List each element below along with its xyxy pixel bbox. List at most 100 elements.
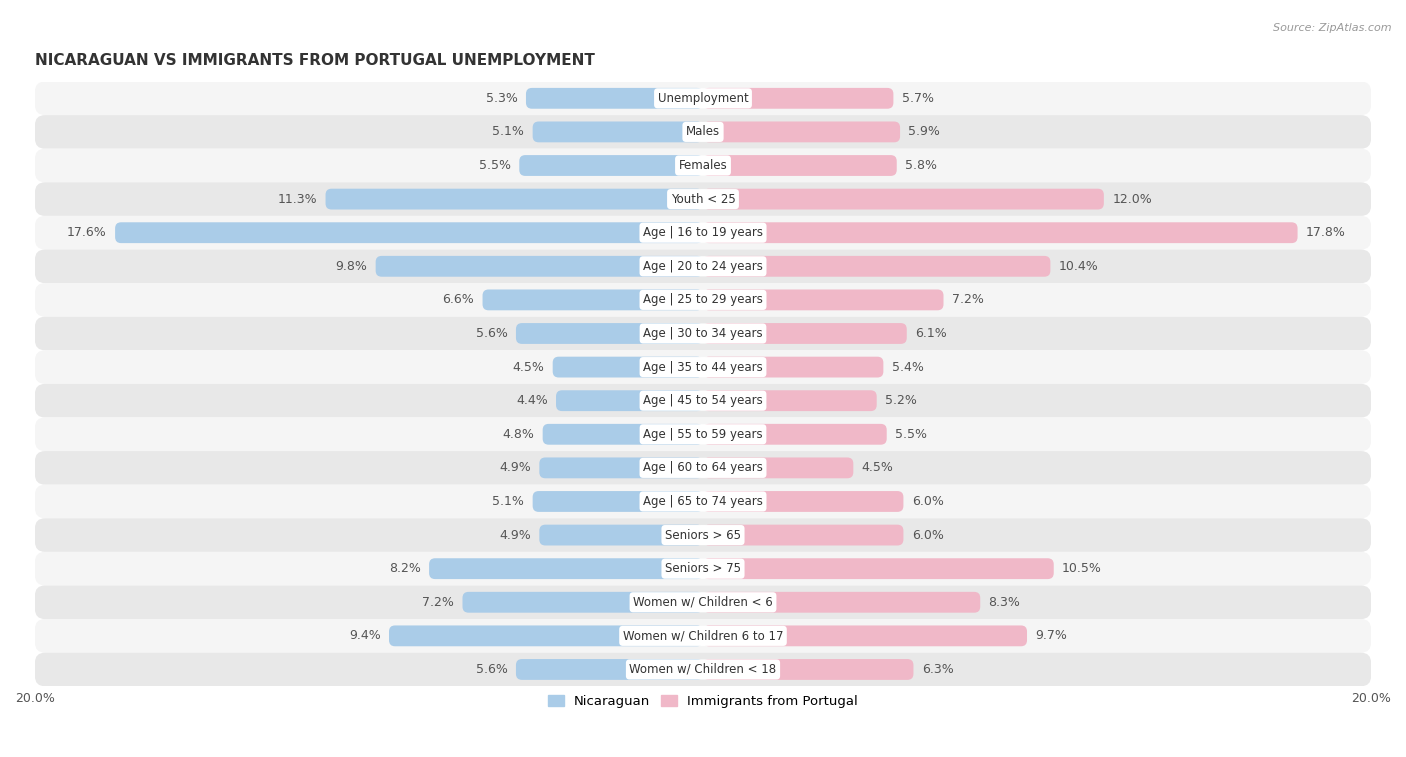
Text: 9.7%: 9.7% bbox=[1035, 629, 1067, 643]
FancyBboxPatch shape bbox=[516, 323, 703, 344]
Text: 10.4%: 10.4% bbox=[1059, 260, 1098, 273]
Text: 5.7%: 5.7% bbox=[901, 92, 934, 104]
Text: 5.5%: 5.5% bbox=[896, 428, 927, 441]
Text: Youth < 25: Youth < 25 bbox=[671, 192, 735, 206]
Text: 12.0%: 12.0% bbox=[1112, 192, 1152, 206]
FancyBboxPatch shape bbox=[326, 188, 703, 210]
FancyBboxPatch shape bbox=[35, 182, 1371, 216]
Text: 7.2%: 7.2% bbox=[422, 596, 454, 609]
FancyBboxPatch shape bbox=[540, 525, 703, 546]
Text: Age | 16 to 19 years: Age | 16 to 19 years bbox=[643, 226, 763, 239]
FancyBboxPatch shape bbox=[533, 121, 703, 142]
FancyBboxPatch shape bbox=[703, 625, 1026, 646]
FancyBboxPatch shape bbox=[35, 417, 1371, 451]
Text: 11.3%: 11.3% bbox=[277, 192, 318, 206]
Text: Age | 25 to 29 years: Age | 25 to 29 years bbox=[643, 294, 763, 307]
FancyBboxPatch shape bbox=[115, 223, 703, 243]
FancyBboxPatch shape bbox=[482, 289, 703, 310]
Text: 5.1%: 5.1% bbox=[492, 495, 524, 508]
FancyBboxPatch shape bbox=[703, 491, 904, 512]
FancyBboxPatch shape bbox=[526, 88, 703, 109]
FancyBboxPatch shape bbox=[703, 424, 887, 444]
Text: 5.6%: 5.6% bbox=[475, 663, 508, 676]
FancyBboxPatch shape bbox=[35, 519, 1371, 552]
FancyBboxPatch shape bbox=[703, 323, 907, 344]
Text: 17.6%: 17.6% bbox=[67, 226, 107, 239]
FancyBboxPatch shape bbox=[35, 484, 1371, 519]
FancyBboxPatch shape bbox=[703, 223, 1298, 243]
Text: 4.8%: 4.8% bbox=[502, 428, 534, 441]
FancyBboxPatch shape bbox=[703, 357, 883, 378]
Text: Source: ZipAtlas.com: Source: ZipAtlas.com bbox=[1274, 23, 1392, 33]
FancyBboxPatch shape bbox=[35, 552, 1371, 585]
Text: 9.4%: 9.4% bbox=[349, 629, 381, 643]
Text: 5.5%: 5.5% bbox=[479, 159, 510, 172]
Text: Age | 65 to 74 years: Age | 65 to 74 years bbox=[643, 495, 763, 508]
Text: Seniors > 75: Seniors > 75 bbox=[665, 562, 741, 575]
Text: 6.0%: 6.0% bbox=[911, 528, 943, 541]
Text: 5.3%: 5.3% bbox=[485, 92, 517, 104]
Text: 6.3%: 6.3% bbox=[922, 663, 953, 676]
FancyBboxPatch shape bbox=[35, 148, 1371, 182]
Text: Age | 20 to 24 years: Age | 20 to 24 years bbox=[643, 260, 763, 273]
FancyBboxPatch shape bbox=[540, 457, 703, 478]
FancyBboxPatch shape bbox=[533, 491, 703, 512]
FancyBboxPatch shape bbox=[703, 188, 1104, 210]
FancyBboxPatch shape bbox=[375, 256, 703, 277]
FancyBboxPatch shape bbox=[553, 357, 703, 378]
Text: 5.6%: 5.6% bbox=[475, 327, 508, 340]
Text: 5.1%: 5.1% bbox=[492, 126, 524, 139]
Text: Age | 60 to 64 years: Age | 60 to 64 years bbox=[643, 461, 763, 475]
Text: Age | 55 to 59 years: Age | 55 to 59 years bbox=[643, 428, 763, 441]
Text: 4.4%: 4.4% bbox=[516, 394, 548, 407]
Text: 7.2%: 7.2% bbox=[952, 294, 984, 307]
Text: 6.0%: 6.0% bbox=[911, 495, 943, 508]
FancyBboxPatch shape bbox=[543, 424, 703, 444]
FancyBboxPatch shape bbox=[35, 82, 1371, 115]
FancyBboxPatch shape bbox=[703, 121, 900, 142]
FancyBboxPatch shape bbox=[703, 256, 1050, 277]
Text: Women w/ Children < 18: Women w/ Children < 18 bbox=[630, 663, 776, 676]
Text: Age | 30 to 34 years: Age | 30 to 34 years bbox=[643, 327, 763, 340]
FancyBboxPatch shape bbox=[35, 316, 1371, 350]
FancyBboxPatch shape bbox=[35, 619, 1371, 653]
Text: 10.5%: 10.5% bbox=[1062, 562, 1102, 575]
FancyBboxPatch shape bbox=[703, 88, 893, 109]
FancyBboxPatch shape bbox=[389, 625, 703, 646]
FancyBboxPatch shape bbox=[703, 558, 1053, 579]
Text: 5.4%: 5.4% bbox=[891, 360, 924, 374]
FancyBboxPatch shape bbox=[35, 250, 1371, 283]
FancyBboxPatch shape bbox=[35, 350, 1371, 384]
Text: 6.1%: 6.1% bbox=[915, 327, 946, 340]
Text: 8.2%: 8.2% bbox=[389, 562, 420, 575]
FancyBboxPatch shape bbox=[703, 525, 904, 546]
FancyBboxPatch shape bbox=[516, 659, 703, 680]
Text: Females: Females bbox=[679, 159, 727, 172]
Text: 5.2%: 5.2% bbox=[884, 394, 917, 407]
Text: Women w/ Children 6 to 17: Women w/ Children 6 to 17 bbox=[623, 629, 783, 643]
Text: 4.9%: 4.9% bbox=[499, 528, 531, 541]
Text: Age | 35 to 44 years: Age | 35 to 44 years bbox=[643, 360, 763, 374]
Text: 5.9%: 5.9% bbox=[908, 126, 941, 139]
FancyBboxPatch shape bbox=[463, 592, 703, 612]
Text: 4.9%: 4.9% bbox=[499, 461, 531, 475]
FancyBboxPatch shape bbox=[35, 115, 1371, 148]
Text: 9.8%: 9.8% bbox=[336, 260, 367, 273]
Text: Males: Males bbox=[686, 126, 720, 139]
Text: 17.8%: 17.8% bbox=[1306, 226, 1346, 239]
Text: 4.5%: 4.5% bbox=[862, 461, 894, 475]
Text: Age | 45 to 54 years: Age | 45 to 54 years bbox=[643, 394, 763, 407]
FancyBboxPatch shape bbox=[703, 155, 897, 176]
Text: Seniors > 65: Seniors > 65 bbox=[665, 528, 741, 541]
FancyBboxPatch shape bbox=[703, 659, 914, 680]
FancyBboxPatch shape bbox=[429, 558, 703, 579]
FancyBboxPatch shape bbox=[703, 592, 980, 612]
FancyBboxPatch shape bbox=[703, 391, 877, 411]
FancyBboxPatch shape bbox=[703, 457, 853, 478]
Text: Unemployment: Unemployment bbox=[658, 92, 748, 104]
Text: 4.5%: 4.5% bbox=[512, 360, 544, 374]
FancyBboxPatch shape bbox=[519, 155, 703, 176]
FancyBboxPatch shape bbox=[35, 216, 1371, 250]
Text: Women w/ Children < 6: Women w/ Children < 6 bbox=[633, 596, 773, 609]
FancyBboxPatch shape bbox=[555, 391, 703, 411]
